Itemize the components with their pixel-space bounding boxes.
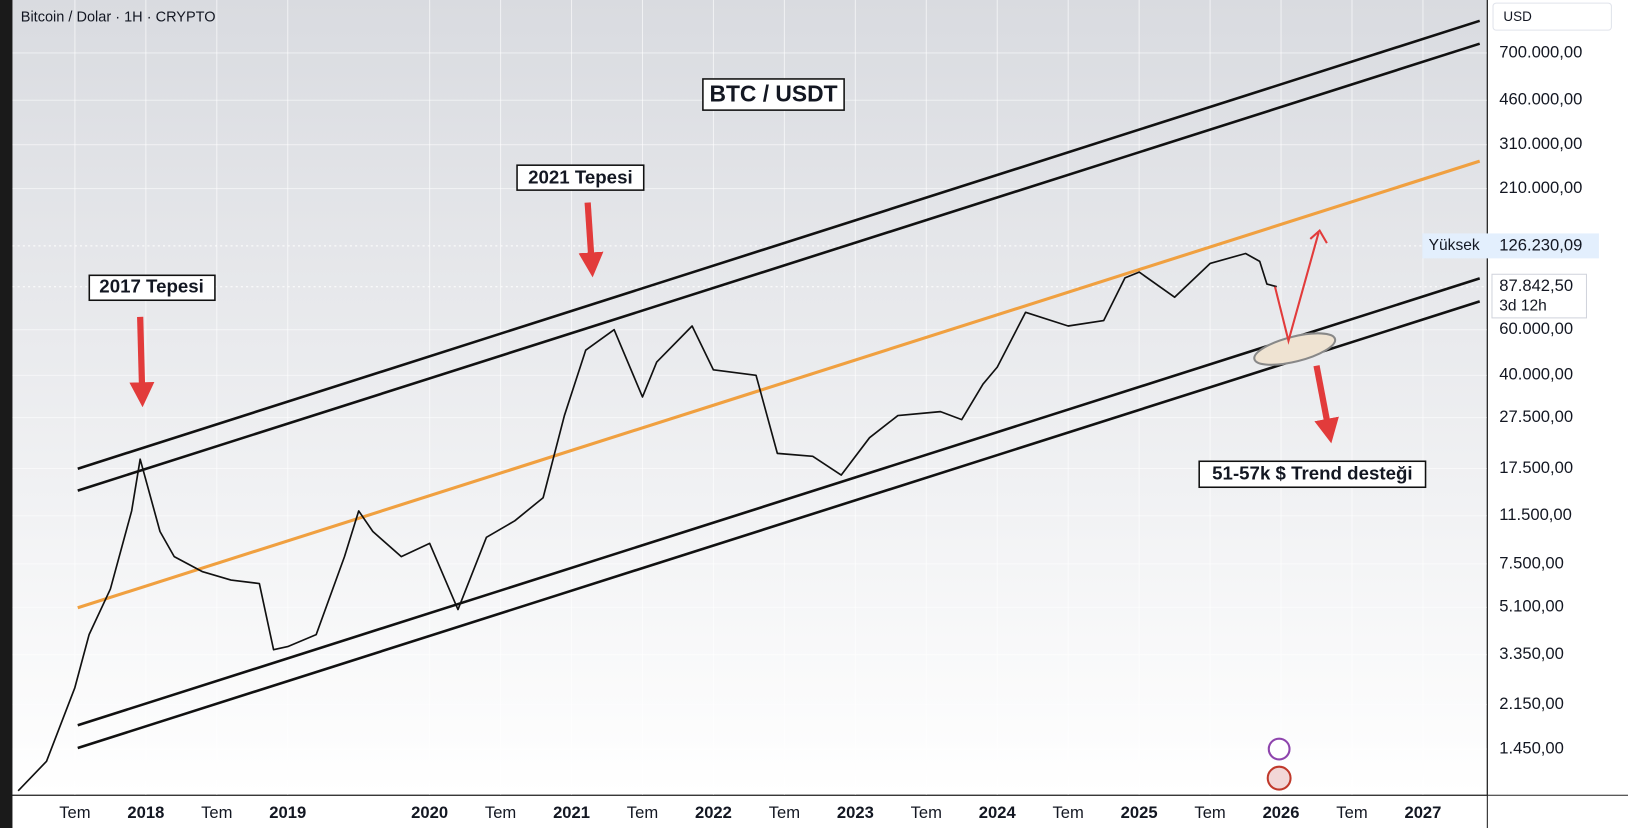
y-tick-label: 11.500,00 bbox=[1499, 505, 1572, 524]
marker-countdown: 3d 12h bbox=[1499, 298, 1547, 315]
plot-area bbox=[12, 0, 1487, 795]
x-tick-label: Tem bbox=[1336, 803, 1367, 822]
marker-name: Yüksek bbox=[1429, 237, 1480, 254]
arrows bbox=[129, 202, 1339, 791]
arrow-head bbox=[1309, 229, 1328, 244]
y-tick-label: 310.000,00 bbox=[1499, 134, 1582, 153]
annotation-box bbox=[88, 274, 216, 302]
marker-value: 126.230,09 bbox=[1499, 235, 1582, 254]
event-icon[interactable] bbox=[1266, 765, 1292, 791]
x-tick-label: 2026 bbox=[1263, 803, 1300, 822]
time-axis bbox=[12, 795, 1488, 828]
x-tick-label: Tem bbox=[59, 803, 90, 822]
projection bbox=[1273, 232, 1320, 345]
support-zone bbox=[1253, 332, 1337, 366]
trend-line bbox=[77, 42, 1481, 492]
y-tick-label: 40.000,00 bbox=[1499, 365, 1573, 384]
y-tick-label: 5.100,00 bbox=[1499, 597, 1564, 616]
x-tick-label: 2023 bbox=[837, 803, 874, 822]
arrow bbox=[1313, 365, 1339, 444]
y-tick-label: 17.500,00 bbox=[1499, 458, 1573, 477]
y-tick-label: 60.000,00 bbox=[1499, 319, 1573, 338]
price-axis bbox=[1487, 0, 1628, 828]
x-tick-label: 2019 bbox=[269, 803, 306, 822]
event-icon[interactable] bbox=[1267, 737, 1291, 761]
x-tick-label: 2027 bbox=[1404, 803, 1441, 822]
x-tick-label: Tem bbox=[769, 803, 800, 822]
trend-line bbox=[77, 300, 1481, 750]
x-tick-label: Tem bbox=[485, 803, 516, 822]
price-line bbox=[17, 252, 1277, 792]
currency-box[interactable] bbox=[1492, 2, 1612, 31]
x-tick-label: 2018 bbox=[127, 803, 164, 822]
annotation: 51-57k $ Trend desteği bbox=[1212, 463, 1412, 484]
x-tick-label: Tem bbox=[1053, 803, 1084, 822]
y-tick-label: 700.000,00 bbox=[1499, 42, 1582, 61]
y-tick-label: 460.000,00 bbox=[1499, 90, 1582, 109]
price-marker-box bbox=[1491, 273, 1587, 319]
arrow bbox=[578, 202, 604, 278]
trend-line bbox=[77, 19, 1481, 470]
trend-line bbox=[77, 277, 1481, 727]
header: Bitcoin / Dolar · 1H · CRYPTO bbox=[21, 10, 216, 26]
annotation-box bbox=[1198, 460, 1427, 489]
x-tick-label: Tem bbox=[201, 803, 232, 822]
x-tick-label: 2021 bbox=[553, 803, 590, 822]
x-tick-label: 2022 bbox=[695, 803, 732, 822]
y-tick-label: 7.500,00 bbox=[1499, 553, 1564, 572]
x-tick-label: 2025 bbox=[1121, 803, 1158, 822]
price-marker-box bbox=[1422, 233, 1599, 259]
y-tick-label: 27.500,00 bbox=[1499, 407, 1573, 426]
x-tick-label: 2024 bbox=[979, 803, 1017, 822]
y-tick-label: 3.350,00 bbox=[1499, 644, 1564, 663]
title-box bbox=[702, 78, 845, 111]
x-tick-label: Tem bbox=[1194, 803, 1225, 822]
annotation: 2021 Tepesi bbox=[528, 167, 633, 188]
y-tick-label: 210.000,00 bbox=[1499, 178, 1582, 197]
x-tick-label: 2020 bbox=[411, 803, 448, 822]
arrow bbox=[129, 316, 155, 408]
x-tick-label: Tem bbox=[627, 803, 658, 822]
x-tick-label: Tem bbox=[911, 803, 942, 822]
y-tick-label: 1.450,00 bbox=[1499, 738, 1564, 757]
annotation: 2017 Tepesi bbox=[99, 276, 204, 297]
trend-line bbox=[77, 159, 1481, 610]
chart-title: BTC / USDT bbox=[709, 81, 837, 107]
annotation-box bbox=[516, 164, 645, 191]
currency[interactable]: USD bbox=[1503, 9, 1532, 24]
y-tick-label: 2.150,00 bbox=[1499, 694, 1564, 713]
marker-value: 87.842,50 bbox=[1499, 276, 1573, 295]
